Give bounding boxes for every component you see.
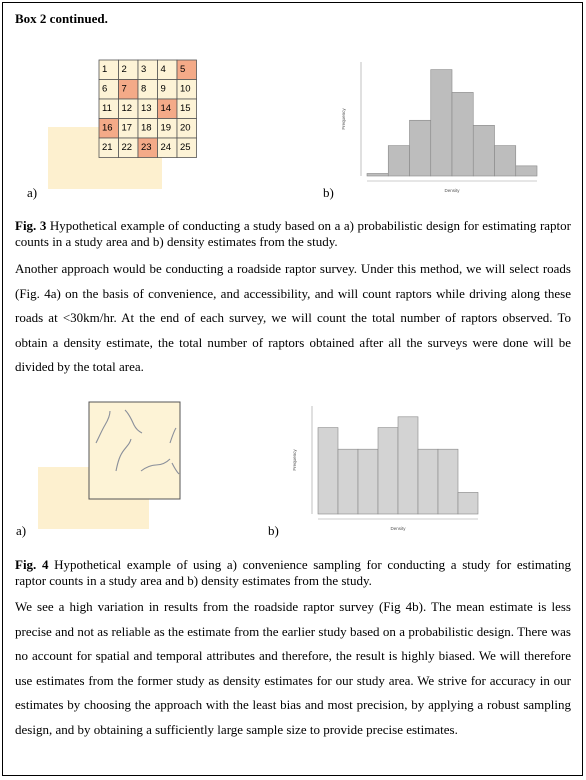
grid-cell-number: 4 xyxy=(161,64,166,75)
grid-cell-number: 21 xyxy=(102,142,113,153)
grid-cell-number: 23 xyxy=(141,142,152,153)
grid-cell-number: 1 xyxy=(102,64,107,75)
road-2 xyxy=(124,409,143,434)
grid-cell-number: 12 xyxy=(122,103,133,114)
grid-cell-number: 15 xyxy=(180,103,191,114)
fig3-label-a: a) xyxy=(27,185,38,200)
y-axis-label: Frequency xyxy=(292,449,297,471)
fig3-histogram: Frequency Density xyxy=(341,62,538,193)
histogram-bar xyxy=(430,69,453,177)
roads xyxy=(95,409,180,475)
grid-cell xyxy=(176,137,197,158)
grid-cell-number: 7 xyxy=(122,84,127,95)
histogram-bar xyxy=(366,173,389,177)
grid-cell-number: 8 xyxy=(141,84,146,95)
grid-cell-number: 2 xyxy=(122,64,127,75)
grid-cell-number: 5 xyxy=(180,64,185,75)
fig3-caption-title: Fig. 3 xyxy=(15,218,47,233)
grid-cell-number: 19 xyxy=(161,123,172,134)
histogram-bar xyxy=(397,416,419,515)
histogram-bars xyxy=(366,69,538,177)
grid-cell-number: 24 xyxy=(161,142,172,153)
paragraph-roadside-survey: Another approach would be conducting a r… xyxy=(15,261,571,374)
fig3-caption: Fig. 3 Hypothetical example of conductin… xyxy=(15,218,571,249)
paragraph-results-discussion: We see a high variation in results from … xyxy=(15,599,571,737)
fig4-caption: Fig. 4 Hypothetical example of using a) … xyxy=(15,557,571,588)
road-5 xyxy=(169,427,177,444)
histogram-bar xyxy=(515,165,538,177)
histogram-bar xyxy=(317,427,339,515)
grid-cell-number: 17 xyxy=(122,123,133,134)
road-4 xyxy=(140,458,171,472)
grid-cell-number: 9 xyxy=(161,84,166,95)
histogram-bar xyxy=(337,448,359,515)
grid-cell-number: 13 xyxy=(141,103,152,114)
study-area-map xyxy=(88,401,181,500)
histogram-bar xyxy=(417,448,439,515)
grid-cell-number: 3 xyxy=(141,64,146,75)
histogram-bars xyxy=(317,416,479,515)
histogram-bar xyxy=(377,427,399,515)
box-header: Box 2 continued. xyxy=(15,11,108,26)
grid-cell-number: 20 xyxy=(180,123,191,134)
grid-cell-number: 16 xyxy=(102,123,113,134)
grid-cell-number: 22 xyxy=(122,142,133,153)
fig4-histogram: Frequency Density xyxy=(292,406,479,531)
histogram-bar xyxy=(409,119,432,177)
y-axis-label: Frequency xyxy=(341,108,346,130)
road-1 xyxy=(95,410,111,444)
histogram-bar xyxy=(387,145,410,177)
histogram-bar xyxy=(494,145,517,177)
x-axis-label: Density xyxy=(444,188,460,193)
grid-cell-number: 18 xyxy=(141,123,152,134)
histogram-bar xyxy=(451,92,474,177)
grid-cell-number: 10 xyxy=(180,84,191,95)
grid-cell-number: 11 xyxy=(102,103,112,114)
fig3-caption-text: Hypothetical example of conducting a stu… xyxy=(15,218,571,249)
grid-cell-number: 6 xyxy=(102,84,107,95)
histogram-bar xyxy=(357,448,379,515)
grid-cell-number: 14 xyxy=(161,103,172,114)
histogram-bar xyxy=(472,125,495,177)
fig4-label-a: a) xyxy=(16,523,27,538)
fig3-label-b: b) xyxy=(323,185,334,200)
histogram-bar xyxy=(457,492,479,515)
fig4-map-figure xyxy=(38,401,181,529)
grid-cell-number: 25 xyxy=(180,142,191,153)
road-3 xyxy=(115,438,132,472)
x-axis-label: Density xyxy=(390,526,406,531)
road-6 xyxy=(171,462,180,475)
fig4-label-b: b) xyxy=(268,523,279,538)
fig4-caption-title: Fig. 4 xyxy=(15,557,49,572)
histogram-bar xyxy=(437,448,459,515)
fig4-caption-text: Hypothetical example of using a) conveni… xyxy=(15,557,571,588)
